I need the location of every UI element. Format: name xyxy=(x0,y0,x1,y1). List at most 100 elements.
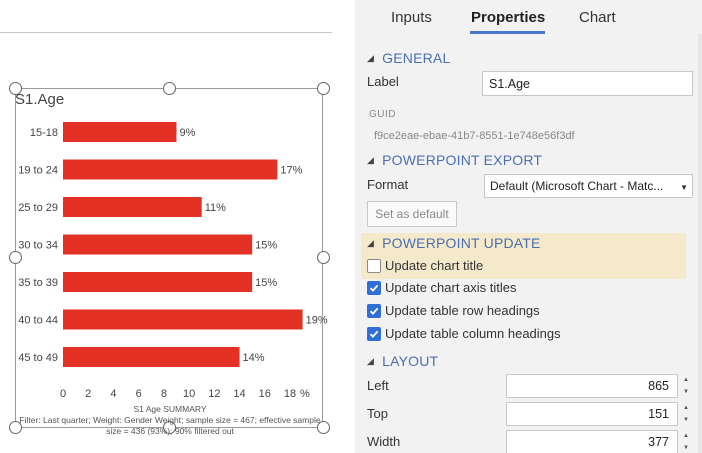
format-select[interactable]: Default (Microsoft Chart - Matc... ▼ xyxy=(484,174,693,198)
spin-down-icon[interactable]: ▼ xyxy=(683,389,689,395)
section-ppt-export-header[interactable]: ◢ POWERPOINT EXPORT xyxy=(367,152,542,168)
x-unit-label: % xyxy=(300,388,310,400)
checkbox-update-axis-titles[interactable]: Update chart axis titles xyxy=(367,280,517,295)
section-ppt-update-header[interactable]: ◢ POWERPOINT UPDATE xyxy=(367,235,541,251)
layout-width-input[interactable]: 377 xyxy=(506,430,678,453)
resize-handle-bottom-right[interactable] xyxy=(317,421,330,434)
section-layout-title: LAYOUT xyxy=(382,353,439,369)
category-label: 40 to 44 xyxy=(18,315,58,327)
category-label: 45 to 49 xyxy=(18,352,58,364)
data-label: 14% xyxy=(243,352,265,364)
chart-title: S1.Age xyxy=(15,91,65,108)
collapse-triangle-icon: ◢ xyxy=(367,238,375,248)
checkbox-label: Update chart title xyxy=(385,258,484,273)
layout-width-caption: Width xyxy=(367,434,401,449)
layout-left-spinner[interactable]: ▲ ▼ xyxy=(680,374,692,398)
resize-handle-bottom[interactable] xyxy=(163,421,176,434)
section-general-title: GENERAL xyxy=(382,50,451,66)
chart-footer-line-2: size = 436 (93%); 90% filtered out xyxy=(106,426,234,436)
bar[interactable] xyxy=(63,309,303,330)
tab-chart[interactable]: Chart xyxy=(579,9,616,26)
bar[interactable] xyxy=(63,272,253,292)
bar[interactable] xyxy=(63,234,253,255)
bar[interactable] xyxy=(63,122,177,142)
bar[interactable] xyxy=(63,347,240,367)
section-general-header[interactable]: ◢ GENERAL xyxy=(367,50,450,66)
active-tab-indicator xyxy=(470,31,545,34)
collapse-triangle-icon: ◢ xyxy=(367,356,375,366)
data-label: 17% xyxy=(280,165,302,177)
label-input[interactable]: S1.Age xyxy=(482,71,693,96)
data-label: 15% xyxy=(255,240,277,252)
resize-handle-top-right[interactable] xyxy=(317,82,330,95)
x-tick-label: 8 xyxy=(161,388,167,400)
collapse-triangle-icon: ◢ xyxy=(367,53,375,63)
layout-top-caption: Top xyxy=(367,406,388,421)
x-tick-label: 2 xyxy=(85,388,91,400)
checkbox-label: Update table column headings xyxy=(385,326,561,341)
resize-handle-bottom-left[interactable] xyxy=(9,421,22,434)
x-tick-label: 14 xyxy=(233,388,245,400)
resize-handle-right[interactable] xyxy=(317,251,330,264)
tab-properties[interactable]: Properties xyxy=(471,9,546,26)
category-label: 15-18 xyxy=(30,127,58,139)
layout-top-input[interactable]: 151 xyxy=(506,402,678,426)
checkbox-label: Update table row headings xyxy=(385,303,540,318)
checkbox-box[interactable] xyxy=(367,280,381,295)
panel-scrollbar[interactable] xyxy=(698,34,702,453)
data-label: 19% xyxy=(306,315,328,327)
checkbox-update-chart-title[interactable]: Update chart title xyxy=(367,258,483,273)
spin-down-icon[interactable]: ▼ xyxy=(683,417,689,423)
x-tick-label: 4 xyxy=(110,388,116,400)
data-label: 9% xyxy=(180,127,196,139)
checkbox-update-column-headings[interactable]: Update table column headings xyxy=(367,326,561,341)
section-ppt-update-title: POWERPOINT UPDATE xyxy=(382,235,541,251)
section-ppt-export-title: POWERPOINT EXPORT xyxy=(382,152,543,168)
chart-footer-title: S1 Age SUMMARY xyxy=(133,404,207,414)
checkbox-box[interactable] xyxy=(367,326,381,341)
x-tick-label: 18 xyxy=(284,388,296,400)
panel-tabs: Inputs Properties Chart xyxy=(355,0,702,34)
category-label: 30 to 34 xyxy=(18,240,58,252)
label-caption: Label xyxy=(367,74,399,89)
bar[interactable] xyxy=(63,197,202,217)
checkbox-label: Update chart axis titles xyxy=(385,280,517,295)
x-tick-label: 16 xyxy=(259,388,271,400)
canvas-divider xyxy=(0,32,332,33)
resize-handle-left[interactable] xyxy=(9,251,22,264)
bar-chart[interactable]: 15-18 9% 19 to 24 17% 25 to 29 11% 30 to 34 15%… xyxy=(0,0,355,453)
category-label: 19 to 24 xyxy=(18,165,58,177)
layout-left-caption: Left xyxy=(367,378,389,393)
bar[interactable] xyxy=(63,159,278,180)
x-tick-label: 6 xyxy=(136,388,142,400)
checkbox-update-row-headings[interactable]: Update table row headings xyxy=(367,303,540,318)
x-tick-label: 10 xyxy=(183,388,195,400)
resize-handle-top[interactable] xyxy=(163,82,176,95)
spin-up-icon[interactable]: ▲ xyxy=(683,377,689,383)
spin-up-icon[interactable]: ▲ xyxy=(683,433,689,439)
data-label: 11% xyxy=(205,202,226,214)
chevron-down-icon: ▼ xyxy=(680,183,688,192)
collapse-triangle-icon: ◢ xyxy=(367,155,375,165)
set-as-default-button[interactable]: Set as default xyxy=(367,201,457,227)
layout-top-spinner[interactable]: ▲ ▼ xyxy=(680,402,692,426)
layout-width-spinner[interactable]: ▲ ▼ xyxy=(680,430,692,453)
spin-down-icon[interactable]: ▼ xyxy=(683,445,689,451)
layout-left-input[interactable]: 865 xyxy=(506,374,678,398)
category-label: 35 to 39 xyxy=(18,277,58,289)
tab-inputs[interactable]: Inputs xyxy=(391,9,432,26)
checkbox-box[interactable] xyxy=(367,258,381,273)
guid-caption: GUID xyxy=(369,109,396,120)
x-tick-label: 0 xyxy=(60,388,66,400)
spin-up-icon[interactable]: ▲ xyxy=(683,405,689,411)
category-label: 25 to 29 xyxy=(18,202,58,214)
checkbox-box[interactable] xyxy=(367,303,381,318)
report-canvas: S1.Age 15-18 9% 19 to 24 17% 25 to 29 11% 30 t… xyxy=(0,0,355,453)
resize-handle-top-left[interactable] xyxy=(9,82,22,95)
x-tick-label: 12 xyxy=(208,388,220,400)
chart-footer: S1 Age SUMMARY Filter: Last quarter; Wei… xyxy=(14,404,326,437)
chart-footer-line-1: Filter: Last quarter; Weight: Gender Wei… xyxy=(19,415,321,425)
format-select-value: Default (Microsoft Chart - Matc... xyxy=(490,179,664,193)
section-layout-header[interactable]: ◢ LAYOUT xyxy=(367,353,438,369)
properties-panel: Inputs Properties Chart ◢ GENERAL Label S… xyxy=(355,0,702,453)
